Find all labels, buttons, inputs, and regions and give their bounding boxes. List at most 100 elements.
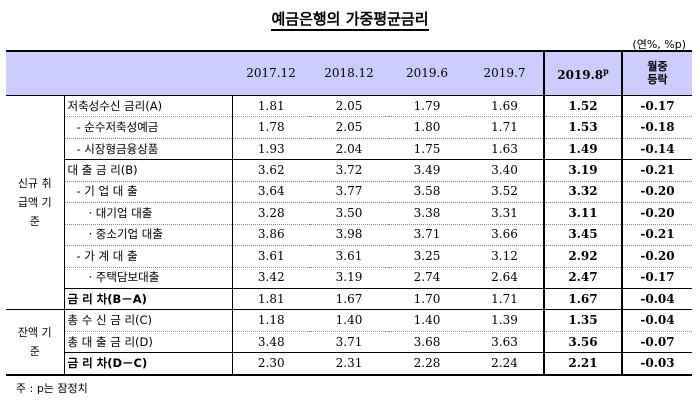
cell: 3.62 <box>232 159 310 182</box>
group-new: 신규 취급액 기준 <box>6 95 65 311</box>
row-label: 총 수 신 금 리(C) <box>64 309 233 332</box>
row-label: · 대기업 대출 <box>64 202 233 225</box>
cell: 1.75 <box>388 138 466 161</box>
cell: 2.04 <box>310 138 388 161</box>
cell-highlight: 3.11 <box>543 202 623 225</box>
cell-change: -0.20 <box>622 181 692 204</box>
page-title: 예금은행의 가중평균금리 <box>0 8 700 31</box>
cell: 3.71 <box>310 331 388 354</box>
header-row: 2017.12 2018.12 2019.6 2019.7 2019.8p 월중… <box>6 49 692 96</box>
title-text: 예금은행의 가중평균금리 <box>271 10 429 31</box>
row-label: 총 대 출 금 리(D) <box>64 331 233 354</box>
cell-change: -0.14 <box>622 138 692 161</box>
cell: 3.68 <box>388 331 466 354</box>
cell: 1.40 <box>388 309 466 332</box>
cell: 1.81 <box>232 95 310 118</box>
row-label: - 기 업 대 출 <box>64 181 233 204</box>
cell-change: -0.04 <box>622 288 692 311</box>
cell: 3.72 <box>310 159 388 182</box>
cell: 1.79 <box>388 95 466 118</box>
cell-change: -0.18 <box>622 116 692 139</box>
cell: 1.71 <box>466 288 544 311</box>
table-row: - 순수저축성예금 1.78 2.05 1.80 1.71 1.53 -0.18 <box>6 116 692 139</box>
col-header-highlight: 2019.8p <box>543 49 623 96</box>
cell-highlight: 1.53 <box>543 116 623 139</box>
cell: 2.28 <box>388 352 466 377</box>
cell: 3.25 <box>388 245 466 268</box>
unit-label: (연%, %p) <box>632 38 686 51</box>
row-label: 대 출 금 리(B) <box>64 159 233 182</box>
cell: 3.31 <box>466 202 544 225</box>
cell: 3.71 <box>388 224 466 247</box>
change-label-2: 등락 <box>647 73 668 87</box>
group-new-label: 신규 취급액 기준 <box>17 177 52 229</box>
header-blank <box>6 49 64 96</box>
group-balance-label: 잔액 기준 <box>17 326 52 359</box>
row-label: - 가 계 대 출 <box>64 245 233 268</box>
footnote: 주 : p는 잠정치 <box>16 382 88 395</box>
cell: 2.05 <box>310 116 388 139</box>
table-row: 신규 취급액 기준 저축성수신 금리(A) 1.81 2.05 1.79 1.6… <box>6 95 692 311</box>
row-label: · 주택담보대출 <box>64 267 233 290</box>
table-row: - 기 업 대 출 3.64 3.77 3.58 3.52 3.32 -0.20 <box>6 181 692 204</box>
cell-highlight: 1.67 <box>543 288 623 311</box>
cell-highlight: 2.92 <box>543 245 623 268</box>
cell: 2.30 <box>232 352 310 377</box>
table-row: 총 대 출 금 리(D) 3.48 3.71 3.68 3.63 3.56 -0… <box>6 331 692 354</box>
row-label: - 순수저축성예금 <box>64 116 233 139</box>
cell: 1.67 <box>310 288 388 311</box>
cell: 1.39 <box>466 309 544 332</box>
cell: 3.42 <box>232 267 310 290</box>
cell: 2.74 <box>388 267 466 290</box>
cell-highlight: 3.56 <box>543 331 623 354</box>
row-label: · 중소기업 대출 <box>64 224 233 247</box>
rate-table: 2017.12 2018.12 2019.6 2019.7 2019.8p 월중… <box>6 49 692 377</box>
cell: 3.58 <box>388 181 466 204</box>
cell-highlight: 1.52 <box>543 95 623 118</box>
cell: 3.28 <box>232 202 310 225</box>
cell: 3.49 <box>388 159 466 182</box>
row-label: 금 리 차(B－A) <box>64 288 233 311</box>
cell: 2.24 <box>466 352 544 377</box>
col-header: 2019.7 <box>466 49 544 96</box>
cell: 3.50 <box>310 202 388 225</box>
cell: 3.66 <box>466 224 544 247</box>
cell: 1.80 <box>388 116 466 139</box>
cell: 3.12 <box>466 245 544 268</box>
cell-highlight: 1.49 <box>543 138 623 161</box>
cell: 1.81 <box>232 288 310 311</box>
table-row: 잔액 기준 총 수 신 금 리(C) 1.18 1.40 1.40 1.39 1… <box>6 309 692 377</box>
row-label: 금 리 차(D－C) <box>64 352 233 377</box>
table-row: 금 리 차(B－A) 1.81 1.67 1.70 1.71 1.67 -0.0… <box>6 288 692 311</box>
table-row: · 중소기업 대출 3.86 3.98 3.71 3.66 3.45 -0.21 <box>6 224 692 247</box>
cell-change: -0.07 <box>622 331 692 354</box>
cell-change: -0.17 <box>622 267 692 290</box>
table-row: - 가 계 대 출 3.61 3.61 3.25 3.12 2.92 -0.20 <box>6 245 692 268</box>
cell-highlight: 2.47 <box>543 267 623 290</box>
col-header-change: 월중 등락 <box>622 49 692 96</box>
cell: 3.77 <box>310 181 388 204</box>
cell: 1.63 <box>466 138 544 161</box>
table-row: - 시장형금융상품 1.93 2.04 1.75 1.63 1.49 -0.14 <box>6 138 692 161</box>
cell: 1.40 <box>310 309 388 332</box>
cell-highlight: 3.32 <box>543 181 623 204</box>
cell-change: -0.03 <box>622 352 692 377</box>
row-label: - 시장형금융상품 <box>64 138 233 161</box>
cell: 3.64 <box>232 181 310 204</box>
cell: 3.63 <box>466 331 544 354</box>
cell: 1.18 <box>232 309 310 332</box>
cell: 1.93 <box>232 138 310 161</box>
cell: 1.78 <box>232 116 310 139</box>
prelim-mark: p <box>603 65 609 76</box>
table-row: 대 출 금 리(B) 3.62 3.72 3.49 3.40 3.19 -0.2… <box>6 159 692 182</box>
change-label-1: 월중 <box>647 60 668 74</box>
table-row: · 대기업 대출 3.28 3.50 3.38 3.31 3.11 -0.20 <box>6 202 692 225</box>
table-row: 금 리 차(D－C) 2.30 2.31 2.28 2.24 2.21 -0.0… <box>6 352 692 377</box>
cell: 3.38 <box>388 202 466 225</box>
cell-highlight: 2.21 <box>543 352 623 377</box>
cell: 3.52 <box>466 181 544 204</box>
cell: 3.61 <box>310 245 388 268</box>
cell: 3.61 <box>232 245 310 268</box>
cell-highlight: 3.19 <box>543 159 623 182</box>
col-header: 2017.12 <box>232 49 310 96</box>
